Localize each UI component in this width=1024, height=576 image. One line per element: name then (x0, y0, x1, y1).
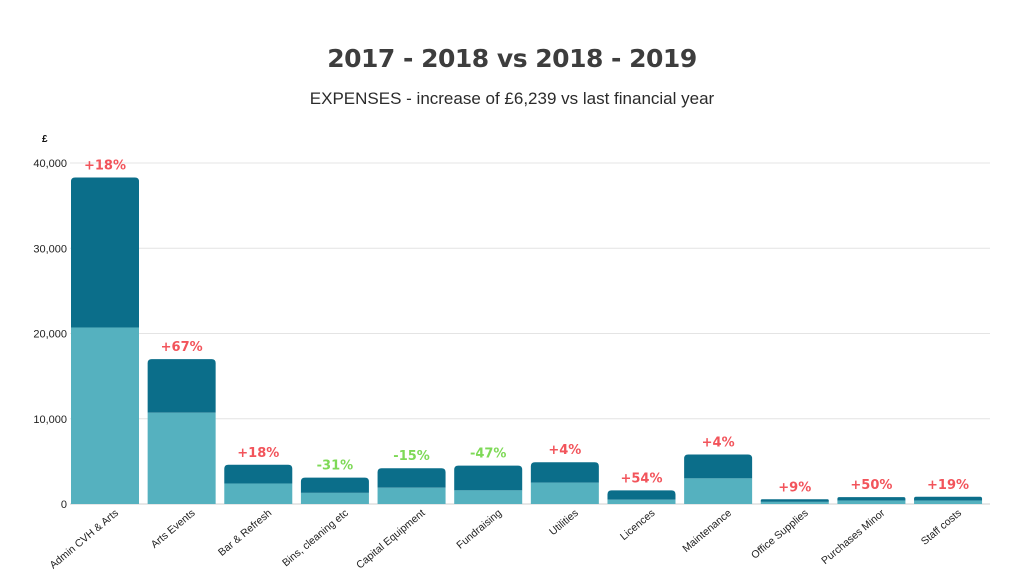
bar-lower-segment (300, 492, 369, 504)
category-label: Purchases Minor (819, 507, 887, 567)
bar-upper-segment (71, 177, 139, 328)
y-axis-unit-label: £ (42, 134, 48, 145)
change-percent-label: +4% (548, 443, 581, 458)
change-percent-label: +4% (702, 436, 735, 451)
y-tick-label: 30,000 (33, 243, 67, 255)
y-tick-label: 40,000 (33, 158, 67, 170)
change-percent-label: -47% (470, 447, 507, 462)
bar-upper-segment (760, 499, 829, 502)
category-label: Staff costs (919, 507, 964, 548)
bar-lower-segment (224, 483, 293, 504)
chart-subtitle: EXPENSES - increase of £6,239 vs last fi… (309, 89, 715, 108)
category-label: Utilities (547, 507, 581, 538)
change-percent-label: +19% (927, 478, 969, 493)
category-label: Capital Equipment (354, 507, 428, 571)
bar-lower-segment (71, 327, 139, 504)
bar-upper-segment (530, 462, 599, 483)
bar-lower-segment (147, 412, 216, 504)
category-label: Fundraising (454, 507, 504, 552)
gridlines (70, 162, 990, 505)
change-percent-label: -31% (317, 459, 354, 474)
bar-upper-segment (684, 454, 753, 479)
bar-lower-segment (914, 500, 983, 504)
bar-lower-segment (684, 478, 753, 504)
category-label: Arts Events (149, 507, 198, 551)
change-percent-label: +18% (84, 158, 126, 173)
change-percent-label: +67% (161, 340, 203, 355)
bar-upper-segment (607, 490, 676, 500)
bar-upper-segment (147, 359, 216, 413)
bar-upper-segment (837, 497, 906, 501)
y-tick-label: 20,000 (33, 329, 67, 341)
category-label: Office Supplies (749, 507, 811, 561)
bar-upper-segment (224, 464, 293, 484)
category-label: Bins, cleaning etc (280, 507, 351, 569)
category-label: Maintenance (680, 507, 734, 555)
category-label: Licences (618, 507, 657, 543)
bar-lower-segment (530, 482, 599, 504)
bars (71, 177, 983, 504)
category-label: Bar & Refresh (216, 507, 274, 559)
bar-upper-segment (300, 477, 369, 493)
chart-title: 2017 - 2018 vs 2018 - 2019 (327, 44, 697, 73)
bar-upper-segment (377, 468, 446, 488)
bar-lower-segment (837, 500, 906, 504)
y-tick-label: 0 (61, 499, 67, 511)
bar-lower-segment (454, 490, 523, 504)
change-percent-label: +50% (850, 478, 892, 493)
bar-lower-segment (607, 499, 676, 504)
bar-upper-segment (454, 465, 523, 491)
change-percent-label: +9% (778, 480, 811, 495)
change-percent-label: +54% (620, 471, 662, 486)
bar-lower-segment (760, 501, 829, 504)
bar-lower-segment (377, 487, 446, 504)
y-tick-label: 10,000 (33, 414, 67, 426)
change-percent-label: +18% (237, 446, 279, 461)
change-percent-label: -15% (393, 449, 430, 464)
bar-upper-segment (914, 496, 983, 501)
category-label: Admin CVH & Arts (48, 507, 121, 571)
